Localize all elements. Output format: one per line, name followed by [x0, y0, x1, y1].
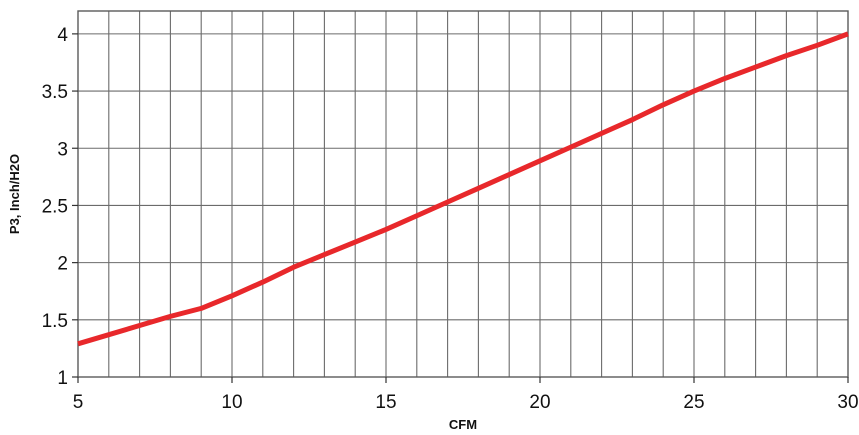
x-tick-label: 5 [73, 392, 84, 413]
plot-frame [77, 10, 849, 378]
x-tick-label: 10 [221, 392, 242, 413]
y-tick-label: 3.5 [42, 82, 68, 103]
x-tick-label: 30 [837, 392, 858, 413]
x-tick-label: 25 [683, 392, 704, 413]
y-axis-ticks: 1 1.5 2 2.5 3 3.5 4 [42, 25, 78, 389]
y-tick-label: 1 [57, 368, 68, 389]
x-axis-title: CFM [449, 417, 477, 432]
y-tick-label: 2.5 [42, 196, 68, 217]
y-tick-label: 3 [57, 139, 68, 160]
y-axis-title: P3, Inch/H2O [7, 154, 22, 234]
x-axis-ticks: 5 10 15 20 25 30 [73, 377, 859, 413]
x-tick-label: 20 [529, 392, 550, 413]
series-line [77, 31, 849, 347]
grid [78, 11, 848, 377]
y-tick-label: 1.5 [42, 311, 68, 332]
x-tick-label: 15 [375, 392, 396, 413]
y-tick-label: 4 [57, 25, 68, 46]
y-tick-label: 2 [57, 254, 68, 275]
series-layer [77, 31, 849, 347]
